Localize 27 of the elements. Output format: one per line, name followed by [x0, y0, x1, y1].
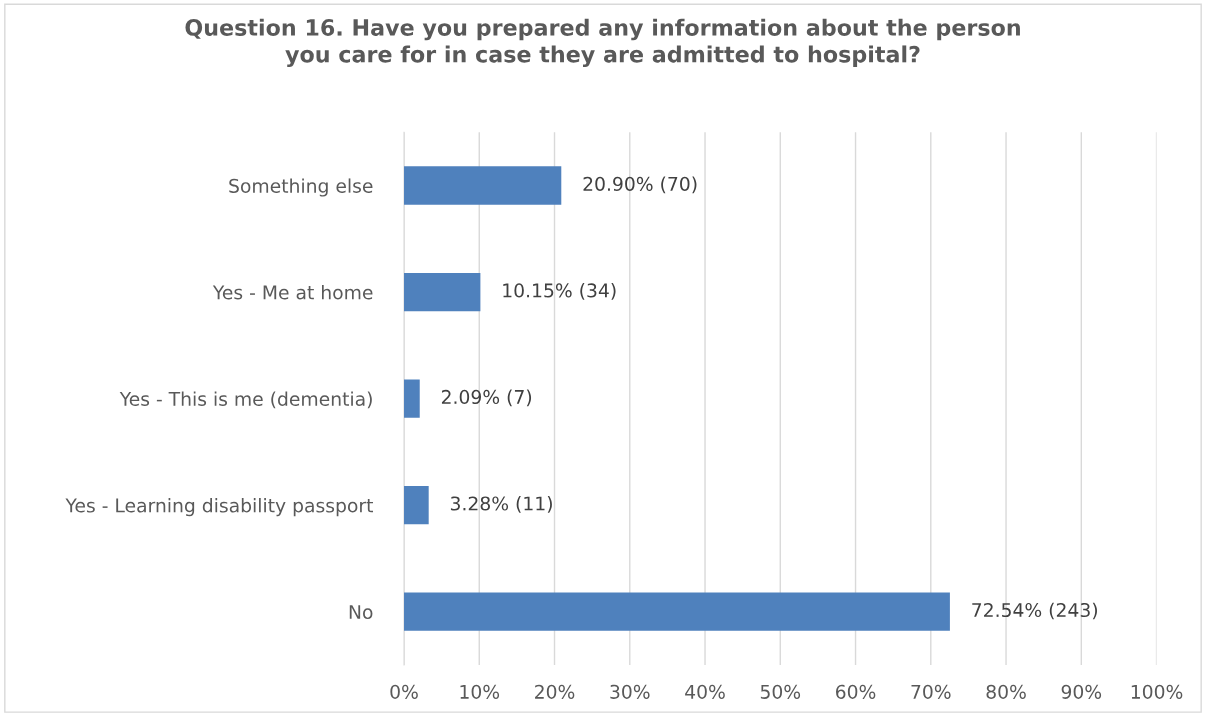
data-label: 10.15% (34): [503, 283, 616, 300]
data-label: 72.54% (243): [972, 602, 1097, 620]
data-label: 20.90% (70): [583, 176, 697, 194]
data-label: 3.28% (11): [450, 496, 552, 513]
y-tick-label: Something else: [229, 178, 373, 197]
x-tick-label: 0%: [390, 684, 418, 699]
x-tick-label: 50%: [760, 684, 801, 699]
y-tick-label: Yes - Me at home: [212, 284, 373, 300]
bar: [404, 379, 420, 418]
chart-title: Question 16. Have you prepared any information about the person you care for in case they are admitted to hospital?: [185, 18, 1020, 68]
bar: [404, 166, 562, 205]
bar: [404, 485, 429, 525]
x-tick-label: 70%: [911, 684, 951, 699]
x-tick-label: 80%: [986, 684, 1026, 699]
data-label: 2.09% (7): [441, 389, 532, 407]
x-tick-label: 90%: [1061, 684, 1102, 699]
x-tick-label: 60%: [836, 684, 876, 699]
bar: [404, 272, 481, 312]
bar: [404, 592, 950, 631]
y-tick-label: Yes - Learning disability passport: [65, 498, 374, 517]
x-tick-label: 10%: [460, 684, 500, 699]
x-tick-label: 30%: [610, 684, 650, 699]
x-tick-label: 40%: [685, 684, 725, 699]
y-tick-label: Yes - This is me (dementia): [119, 391, 372, 409]
x-tick-label: 100%: [1131, 684, 1183, 699]
x-tick-label: 20%: [535, 684, 575, 699]
y-tick-label: No: [349, 605, 373, 620]
